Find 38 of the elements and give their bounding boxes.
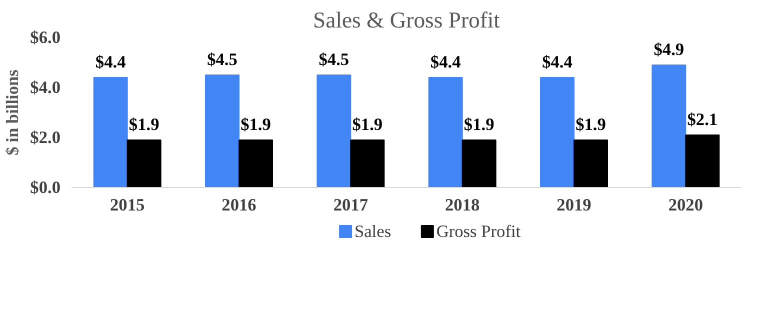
- y-axis-title: $ in billions: [3, 69, 22, 156]
- x-tick-label: 2016: [222, 196, 257, 214]
- bar: [350, 140, 385, 188]
- data-label: $1.9: [128, 115, 160, 134]
- data-label: $4.5: [318, 50, 350, 69]
- data-label: $2.1: [687, 110, 718, 129]
- x-tick-label: 2018: [445, 196, 480, 214]
- data-label: $4.5: [207, 50, 238, 69]
- bar: [238, 140, 273, 188]
- chart-title: Sales & Gross Profit: [313, 8, 501, 32]
- data-label: $4.4: [95, 52, 126, 72]
- bar: [428, 77, 463, 188]
- legend-label: Sales: [354, 222, 392, 241]
- x-tick-label: 2015: [110, 196, 145, 214]
- data-label: $1.9: [240, 115, 272, 134]
- bar: [652, 64, 686, 188]
- bar: [462, 140, 496, 188]
- data-label: $4.4: [430, 52, 462, 72]
- bar: [540, 77, 574, 188]
- data-label: $1.9: [576, 115, 606, 134]
- data-label: $1.9: [352, 115, 383, 134]
- y-tick-label: $4.0: [30, 78, 61, 97]
- x-tick-label: 2017: [333, 196, 368, 214]
- bar: [126, 140, 162, 188]
- bar: [685, 134, 720, 188]
- legend-label: Gross Profit: [436, 222, 521, 241]
- y-tick-label: $0.0: [30, 178, 61, 197]
- x-tick-label: 2019: [556, 196, 592, 214]
- y-tick-label: $6.0: [30, 28, 61, 47]
- data-label: $4.9: [654, 40, 684, 59]
- bar: [316, 74, 352, 188]
- y-tick-label: $2.0: [30, 128, 61, 147]
- x-tick-label: 2020: [668, 196, 703, 214]
- data-label: $4.4: [542, 52, 573, 72]
- bar: [205, 74, 240, 188]
- bar: [574, 140, 608, 188]
- bar: [93, 77, 128, 188]
- data-label: $1.9: [464, 115, 495, 134]
